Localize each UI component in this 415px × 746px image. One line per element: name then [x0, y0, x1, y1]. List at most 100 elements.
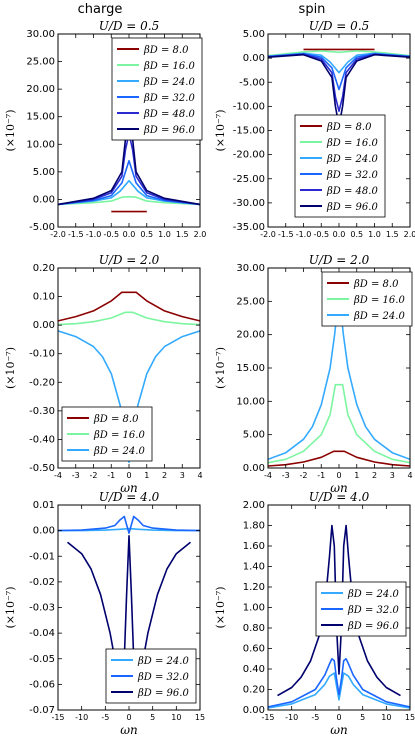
legend-label-0: βD = 24.0 — [347, 589, 399, 600]
x-tick-label: -0.5 — [313, 230, 329, 239]
y-tick-label: 0.40 — [243, 664, 265, 675]
y-axis-label: (×10⁻⁷) — [214, 109, 227, 151]
series-line-4 — [268, 53, 410, 112]
legend-label-2: βD = 24.0 — [353, 311, 405, 322]
y-tick-label: 0.20 — [33, 263, 55, 274]
y-tick-label: 0.60 — [243, 644, 265, 655]
series-line-1 — [58, 515, 200, 535]
y-tick-label: 0.01 — [33, 500, 55, 511]
y-tick-label: -5.00 — [29, 222, 55, 233]
y-tick-label: 25.00 — [236, 296, 265, 307]
series-line-0 — [268, 672, 410, 709]
y-tick-label: 5.00 — [243, 430, 265, 441]
x-tick-label: 10 — [381, 713, 391, 722]
y-tick-label: 0.00 — [243, 463, 265, 474]
series-line-2 — [58, 330, 200, 464]
column-title-spin: spin — [298, 2, 326, 17]
x-tick-label: 4 — [197, 471, 202, 480]
x-tick-label: -2.0 — [260, 230, 276, 239]
legend-label-1: βD = 32.0 — [137, 672, 189, 683]
panel-title: U/D = 2.0 — [99, 253, 160, 267]
series-line-0 — [58, 291, 200, 322]
x-tick-label: 2.0 — [194, 230, 207, 239]
x-tick-label: 0.5 — [350, 230, 363, 239]
legend: βD = 24.0 βD = 32.0 βD = 96.0 — [315, 581, 407, 637]
chart-panel-spin-u2.0: -4 -3 -2 -1 0 1 2 3 4 0.00 5.00 10.00 15.00 20.00 25.0… — [214, 253, 413, 495]
legend-label-1: βD = 16.0 — [143, 61, 195, 72]
y-tick-label: -0.50 — [29, 463, 55, 474]
x-tick-label: -2 — [300, 471, 308, 480]
panel-title: U/D = 4.0 — [99, 490, 160, 504]
series-line-3 — [268, 52, 410, 91]
series-line-2 — [58, 179, 200, 206]
x-tick-label: -15 — [51, 713, 64, 722]
legend-label-5: βD = 96.0 — [326, 202, 378, 213]
y-tick-label: 5.00 — [243, 29, 265, 40]
y-tick-label: -0.30 — [29, 406, 55, 417]
y-tick-label: -0.04 — [29, 628, 55, 639]
x-tick-label: -5 — [101, 713, 109, 722]
x-tick-label: 1 — [354, 471, 359, 480]
series-line-2 — [277, 524, 401, 697]
y-tick-label: 0.10 — [33, 292, 55, 303]
legend-label-1: βD = 32.0 — [347, 605, 399, 616]
y-tick-label: 20.00 — [236, 330, 265, 341]
y-tick-label: 5.00 — [33, 167, 55, 178]
x-tick-label: -15 — [261, 713, 274, 722]
legend: βD = 8.0 βD = 16.0 βD = 24.0 — [321, 271, 413, 327]
x-tick-label: 1.5 — [176, 230, 189, 239]
panel-title: U/D = 4.0 — [309, 490, 370, 504]
y-tick-label: 15.00 — [26, 112, 55, 123]
y-axis-label: (×10⁻⁷) — [4, 109, 17, 151]
chart-panel-charge-u2.0: -4 -3 -2 -1 0 1 2 3 4 -0.50 -0.40 -0.30 -0.20 -0.10 0.… — [4, 253, 203, 495]
y-axis-label: (×10⁻⁷) — [4, 347, 17, 389]
x-tick-label: -2 — [90, 471, 98, 480]
x-tick-label: 10 — [171, 713, 181, 722]
y-tick-label: 30.00 — [236, 263, 265, 274]
x-tick-label: 2.0 — [404, 230, 415, 239]
x-tick-label: -1.0 — [296, 230, 312, 239]
series-line-2 — [66, 534, 192, 691]
x-tick-label: -1.5 — [278, 230, 294, 239]
x-tick-label: -1 — [317, 471, 325, 480]
x-tick-label: -10 — [285, 713, 298, 722]
panel-title: U/D = 0.5 — [99, 19, 160, 33]
series-layer — [58, 515, 200, 691]
x-tick-label: 0 — [126, 471, 131, 480]
y-tick-label: 1.20 — [243, 582, 265, 593]
series-layer — [268, 524, 410, 709]
legend-label-4: βD = 48.0 — [143, 109, 195, 120]
legend-label-1: βD = 16.0 — [353, 295, 405, 306]
legend-label-2: βD = 96.0 — [347, 621, 399, 632]
x-axis-label: ωn — [330, 481, 348, 495]
series-line-1 — [58, 311, 200, 326]
panel-title: U/D = 2.0 — [309, 253, 370, 267]
legend: βD = 8.0 βD = 16.0 βD = 24.0 βD = 32.0 βD = … — [294, 114, 386, 218]
x-tick-label: 0 — [336, 471, 341, 480]
legend: βD = 8.0 βD = 16.0 βD = 24.0 — [61, 406, 153, 462]
series-line-1 — [58, 195, 200, 206]
chart-panel-charge-u4.0: -15 -10 -5 0 5 10 15 -0.07 -0.06 -0.05 -0.04 -0.03 -… — [4, 490, 205, 737]
y-tick-label: -10.00 — [233, 101, 265, 112]
x-tick-label: -3 — [282, 471, 290, 480]
y-tick-label: 30.00 — [26, 29, 55, 40]
legend-label-4: βD = 48.0 — [326, 186, 378, 197]
y-tick-label: 10.00 — [26, 139, 55, 150]
series-line-0 — [268, 450, 410, 467]
x-tick-label: 1.0 — [158, 230, 171, 239]
x-tick-label: 15 — [195, 713, 205, 722]
legend-label-0: βD = 8.0 — [353, 279, 399, 290]
legend-label-0: βD = 24.0 — [137, 656, 189, 667]
y-tick-label: -0.10 — [29, 349, 55, 360]
y-tick-label: 0.00 — [33, 194, 55, 205]
legend-label-2: βD = 24.0 — [326, 154, 378, 165]
x-tick-label: 15 — [405, 713, 415, 722]
x-axis-label: ωn — [330, 723, 348, 737]
y-tick-label: -0.07 — [29, 705, 55, 716]
x-tick-label: 0.0 — [123, 230, 136, 239]
legend-label-5: βD = 96.0 — [143, 125, 195, 136]
series-line-2 — [268, 52, 410, 74]
y-tick-label: 0.00 — [243, 705, 265, 716]
x-tick-label: 0.0 — [333, 230, 346, 239]
x-tick-label: -4 — [264, 471, 272, 480]
